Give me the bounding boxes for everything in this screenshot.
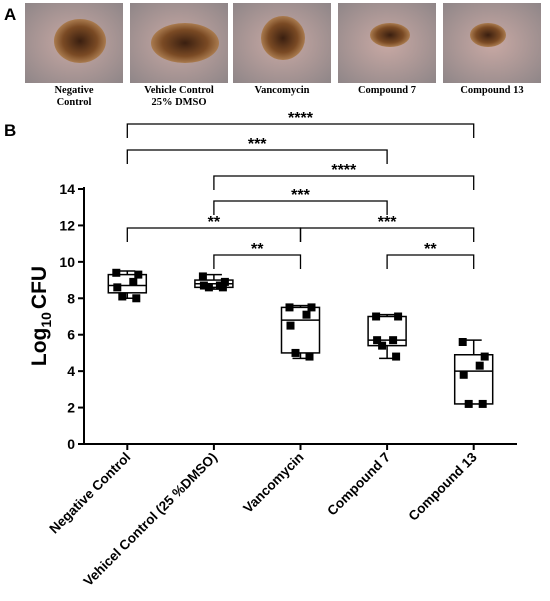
data-point xyxy=(199,281,208,290)
y-tick-label: 12 xyxy=(59,217,75,233)
data-point xyxy=(291,348,300,357)
photo-caption: Compound 7 xyxy=(358,85,416,96)
data-point xyxy=(378,341,387,350)
photo-caption: 25% DMSO xyxy=(151,97,206,108)
significance-bracket xyxy=(213,254,302,269)
significance-bracket xyxy=(126,123,475,138)
y-tick-label: 8 xyxy=(67,290,75,306)
significance-label: **** xyxy=(288,110,314,127)
y-tick-label: 6 xyxy=(67,327,75,343)
data-point xyxy=(198,272,207,281)
y-tick-label: 4 xyxy=(67,363,75,379)
photo-caption: Vancomycin xyxy=(254,85,309,96)
data-point xyxy=(307,303,316,312)
data-point xyxy=(389,336,398,345)
photo-caption: Compound 13 xyxy=(460,85,523,96)
data-point xyxy=(285,303,294,312)
data-point xyxy=(302,310,311,319)
significance-label: *** xyxy=(248,136,267,153)
photo-caption: Control xyxy=(57,97,92,108)
box xyxy=(453,354,494,405)
panel-label: A xyxy=(4,5,16,24)
x-tick-label: Vancomycin xyxy=(240,450,306,516)
x-tick-label: Negative Control xyxy=(46,450,133,537)
significance-bracket xyxy=(126,149,388,164)
y-tick-label: 0 xyxy=(67,436,75,452)
y-label-part: CFU xyxy=(28,266,51,309)
wound xyxy=(470,23,506,47)
data-point xyxy=(478,399,487,408)
panel-label: B xyxy=(4,121,16,140)
wound xyxy=(370,23,410,47)
data-point xyxy=(218,283,227,292)
y-tick-label: 2 xyxy=(67,400,75,416)
significance-bracket xyxy=(213,200,388,215)
significance-bracket xyxy=(299,227,475,242)
data-point xyxy=(372,312,381,321)
data-point xyxy=(458,338,467,346)
data-point xyxy=(392,352,401,361)
data-point xyxy=(373,336,382,345)
significance-label: ** xyxy=(208,214,221,231)
x-tick-label: Compound 7 xyxy=(324,450,393,519)
photo-caption: Negative xyxy=(54,85,93,96)
significance-label: ** xyxy=(424,241,437,258)
data-point xyxy=(204,283,213,292)
data-point xyxy=(129,277,138,286)
significance-bracket xyxy=(386,254,475,269)
data-point xyxy=(305,352,314,361)
data-point xyxy=(220,277,229,286)
photos xyxy=(25,3,541,83)
y-tick-label: 14 xyxy=(59,181,75,197)
y-label-sub: 10 xyxy=(38,312,54,328)
x-tick-label: Compound 13 xyxy=(406,449,481,524)
photo-caption: Vehicle Control xyxy=(144,85,214,96)
data-point xyxy=(394,312,403,321)
wound xyxy=(261,16,305,60)
wound xyxy=(54,19,106,63)
data-point xyxy=(464,399,473,408)
significance-label: ** xyxy=(251,241,264,258)
data-point xyxy=(118,292,127,301)
wound xyxy=(151,23,219,63)
data-point xyxy=(134,270,143,279)
data-point xyxy=(286,321,295,330)
data-point xyxy=(113,283,122,292)
y-axis-label: Log10 CFU xyxy=(28,266,54,366)
data-point xyxy=(132,294,141,303)
significance-label: *** xyxy=(291,187,310,204)
y-tick-label: 10 xyxy=(59,254,75,270)
data-point xyxy=(475,361,484,370)
significance-label: **** xyxy=(331,162,357,179)
data-point xyxy=(480,352,489,361)
y-label-part: Log xyxy=(28,328,51,366)
data-point xyxy=(459,370,468,379)
significance-bracket xyxy=(213,175,475,190)
data-point xyxy=(112,268,121,277)
significance-label: *** xyxy=(378,214,397,231)
box xyxy=(280,306,321,354)
